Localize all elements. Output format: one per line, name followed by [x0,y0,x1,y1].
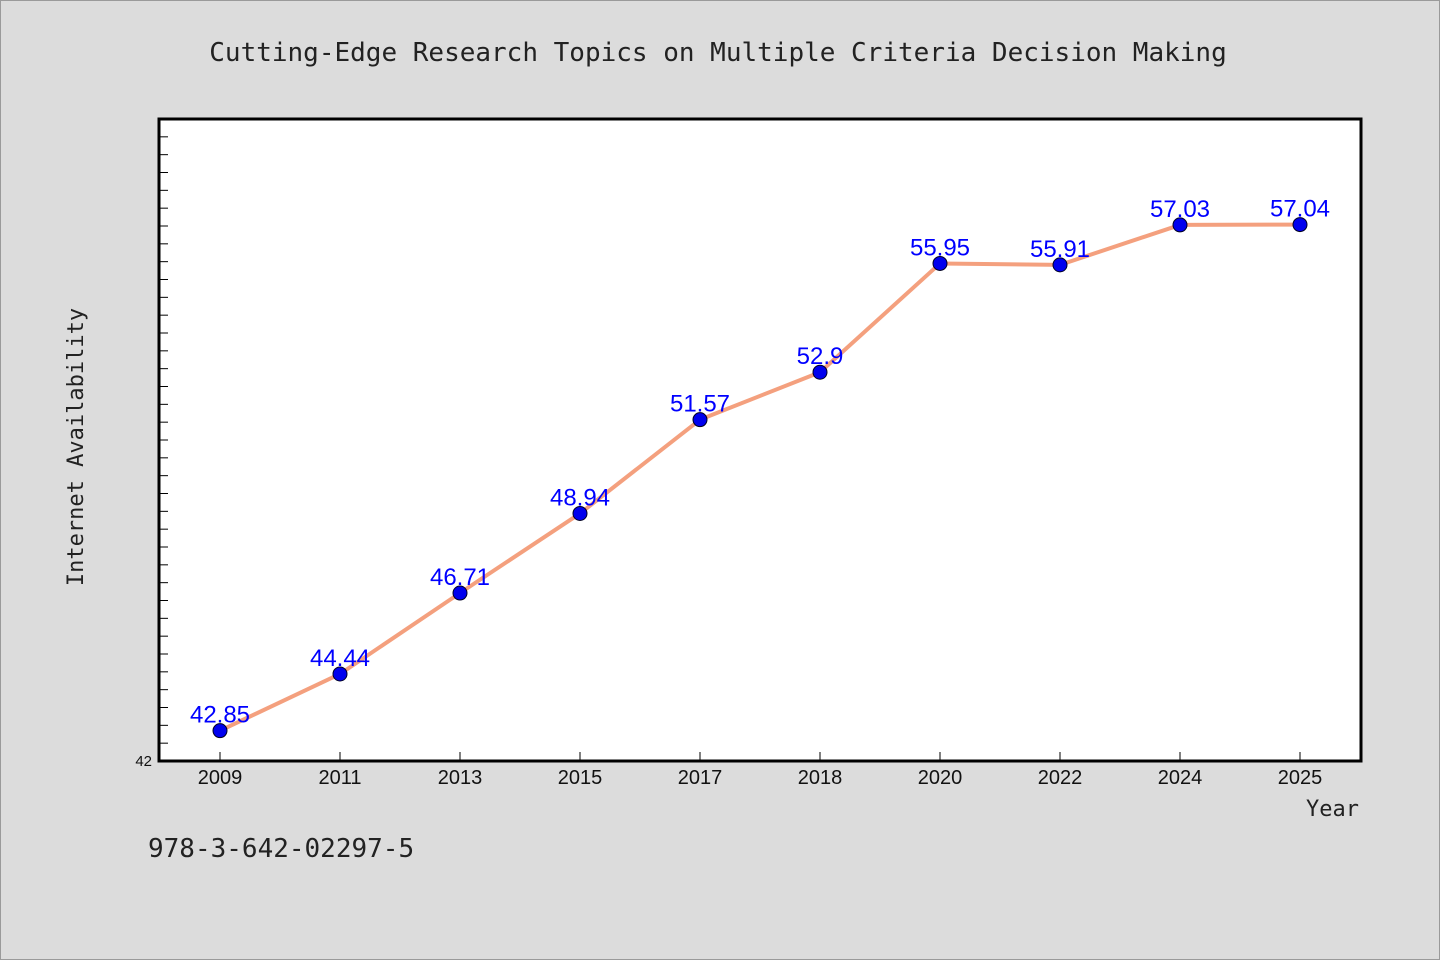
x-axis-label: Year [1306,797,1359,822]
data-point [692,412,708,428]
data-point [212,723,228,739]
x-tick-label: 2017 [678,767,723,789]
y-axis-label: Internet Availability [64,308,89,586]
data-label: 42.85 [190,702,250,729]
x-tick-label: 2024 [1158,767,1203,789]
data-label: 55.91 [1030,236,1090,263]
x-tick-label: 2025 [1278,767,1323,789]
data-point [812,364,828,380]
data-point [932,255,948,271]
data-label: 48.94 [550,484,610,511]
x-tick-label: 2020 [918,767,963,789]
data-point [452,585,468,601]
data-point [572,505,588,521]
data-label: 46.71 [430,564,490,591]
data-label: 57.04 [1270,196,1330,223]
plot-area [157,117,1363,763]
series-line [219,222,1301,733]
data-point [1172,217,1188,233]
data-label: 51.57 [670,391,730,418]
y-axis: 42 [135,136,168,770]
x-tick-label: 2011 [318,767,361,789]
data-label: 52.9 [797,343,844,370]
data-label: 44.44 [310,645,370,672]
x-tick-label: 2009 [198,767,243,789]
data-label: 55.95 [910,234,970,261]
series-layer: 42.85 44.44 46.71 48.94 51.57 52.9 55.95 55.91 5… [190,196,1330,739]
data-point [332,666,348,682]
data-point [1292,217,1308,233]
data-label: 57.03 [1150,196,1210,223]
x-tick-label: 2022 [1038,767,1083,789]
x-tick-label: 2015 [558,767,603,789]
chart-title: Cutting-Edge Research Topics on Multiple… [209,38,1226,68]
y-tick-label: 42 [135,753,152,770]
data-point [1052,257,1068,273]
footer-code: 978-3-642-02297-5 [148,834,415,864]
x-axis: 2009 2011 2013 2015 2017 2018 2020 2022 2024 2025 [198,752,1323,789]
x-tick-label: 2018 [798,767,843,789]
x-tick-label: 2013 [438,767,483,789]
